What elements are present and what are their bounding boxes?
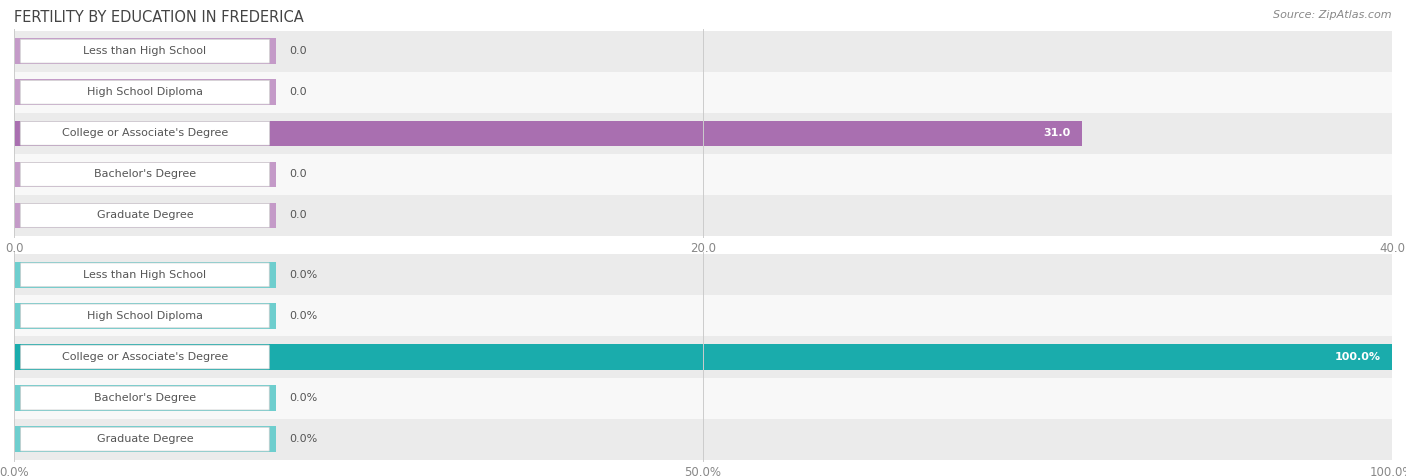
Text: 0.0%: 0.0%: [290, 270, 318, 280]
Text: 0.0%: 0.0%: [290, 434, 318, 444]
Bar: [14, 30, 1392, 72]
Text: FERTILITY BY EDUCATION IN FREDERICA: FERTILITY BY EDUCATION IN FREDERICA: [14, 10, 304, 25]
Bar: [14, 254, 1392, 296]
Text: Less than High School: Less than High School: [83, 46, 207, 56]
FancyBboxPatch shape: [21, 427, 269, 451]
Text: Graduate Degree: Graduate Degree: [97, 210, 193, 220]
Bar: [14, 113, 1392, 154]
FancyBboxPatch shape: [20, 39, 270, 63]
Text: 100.0%: 100.0%: [1334, 352, 1381, 362]
Text: College or Associate's Degree: College or Associate's Degree: [62, 352, 228, 362]
Bar: [14, 162, 276, 187]
Bar: [14, 344, 1392, 370]
Text: High School Diploma: High School Diploma: [87, 87, 202, 97]
Bar: [14, 120, 1083, 146]
Bar: [14, 195, 1392, 236]
Text: 0.0%: 0.0%: [290, 393, 318, 403]
FancyBboxPatch shape: [21, 263, 269, 287]
FancyBboxPatch shape: [20, 204, 270, 228]
FancyBboxPatch shape: [21, 304, 269, 328]
Bar: [14, 386, 276, 411]
Text: Bachelor's Degree: Bachelor's Degree: [94, 393, 195, 403]
FancyBboxPatch shape: [20, 80, 270, 104]
Text: High School Diploma: High School Diploma: [87, 311, 202, 321]
Bar: [14, 154, 1392, 195]
Bar: [14, 337, 1392, 377]
Bar: [14, 296, 1392, 337]
Text: 0.0: 0.0: [290, 46, 308, 56]
Text: Source: ZipAtlas.com: Source: ZipAtlas.com: [1274, 10, 1392, 20]
Text: College or Associate's Degree: College or Associate's Degree: [62, 128, 228, 139]
Bar: [14, 79, 276, 105]
Text: 31.0: 31.0: [1043, 128, 1071, 139]
Text: 0.0: 0.0: [290, 169, 308, 179]
Bar: [14, 377, 1392, 418]
FancyBboxPatch shape: [21, 345, 269, 369]
FancyBboxPatch shape: [21, 386, 269, 410]
FancyBboxPatch shape: [20, 162, 270, 186]
Bar: [14, 303, 276, 328]
Text: Bachelor's Degree: Bachelor's Degree: [94, 169, 195, 179]
FancyBboxPatch shape: [20, 121, 270, 145]
Bar: [14, 262, 276, 288]
Bar: [14, 203, 276, 228]
Bar: [14, 426, 276, 452]
Text: 0.0: 0.0: [290, 87, 308, 97]
Text: 0.0: 0.0: [290, 210, 308, 220]
Bar: [14, 39, 276, 64]
Text: Less than High School: Less than High School: [83, 270, 207, 280]
Bar: [14, 418, 1392, 460]
Text: 0.0%: 0.0%: [290, 311, 318, 321]
Bar: [14, 72, 1392, 113]
Text: Graduate Degree: Graduate Degree: [97, 434, 193, 444]
